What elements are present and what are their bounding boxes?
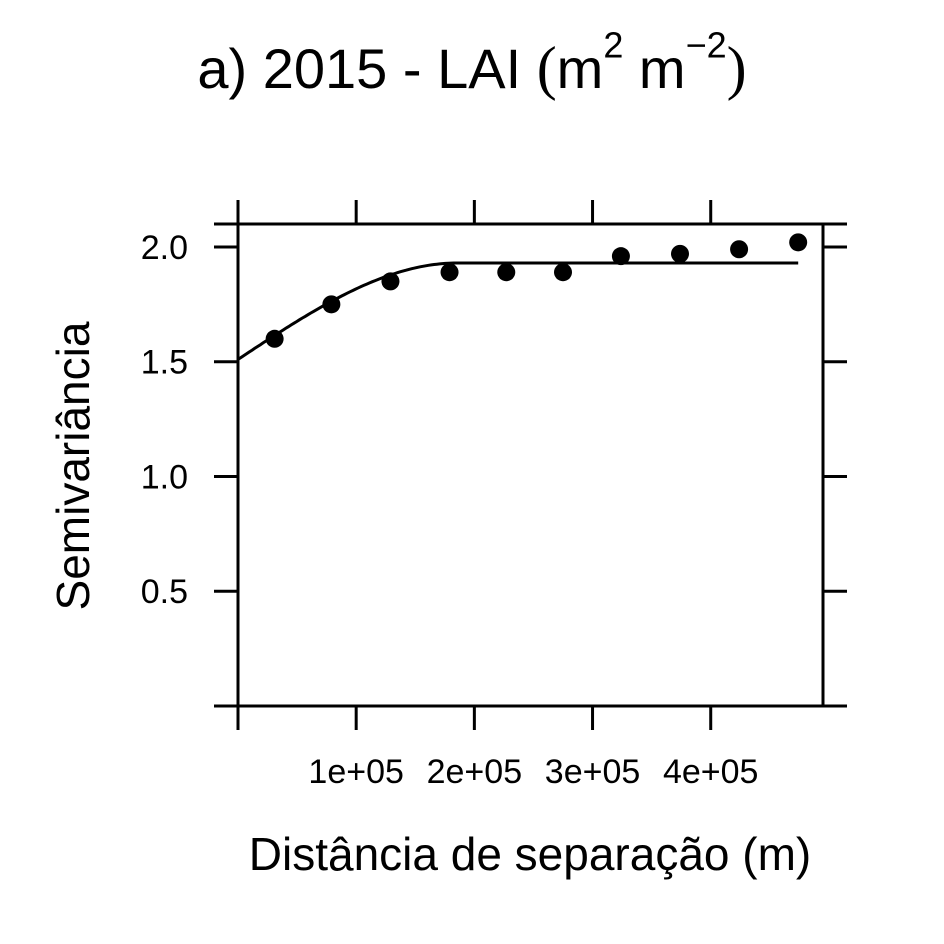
data-point <box>789 233 808 252</box>
axes: 1e+05 2e+05 3e+05 4e+05 0.5 1.0 1.5 2.0 <box>141 200 847 791</box>
y-tick-label: 0.5 <box>141 573 188 611</box>
data-points <box>265 233 808 348</box>
y-tick-label: 1.5 <box>141 344 188 382</box>
data-point <box>730 240 749 259</box>
plot-frame <box>236 222 825 708</box>
x-tick-label: 2e+05 <box>427 753 523 791</box>
data-point <box>554 263 572 282</box>
x-tick-label: 1e+05 <box>308 753 404 791</box>
title-unit-m1: m <box>556 37 604 100</box>
chart-title: a) 2015 - LAI (m2 m−2) <box>0 27 944 109</box>
data-point <box>497 263 516 282</box>
title-unit-exp2: −2 <box>685 24 727 66</box>
y-axis-label: Semivariância <box>47 321 99 610</box>
model-fit <box>237 261 799 361</box>
title-unit-m2: m <box>638 37 686 100</box>
title-unit-exp1: 2 <box>603 24 624 66</box>
data-point <box>381 272 400 291</box>
model-curve <box>237 261 799 361</box>
y-tick-label: 2.0 <box>141 229 188 267</box>
data-point <box>611 247 630 266</box>
data-point <box>440 263 459 282</box>
y-tick-label: 1.0 <box>141 458 188 496</box>
title-paren-open: ( <box>536 35 557 101</box>
data-point <box>265 329 284 348</box>
x-tick-label: 4e+05 <box>663 753 759 791</box>
data-point <box>671 244 689 263</box>
x-tick-label: 3e+05 <box>545 753 641 791</box>
x-axis-label: Distância de separação (m) <box>249 828 811 880</box>
title-paren-close: ) <box>726 35 747 101</box>
data-point <box>322 295 341 314</box>
title-main: a) 2015 - LAI <box>197 37 537 100</box>
